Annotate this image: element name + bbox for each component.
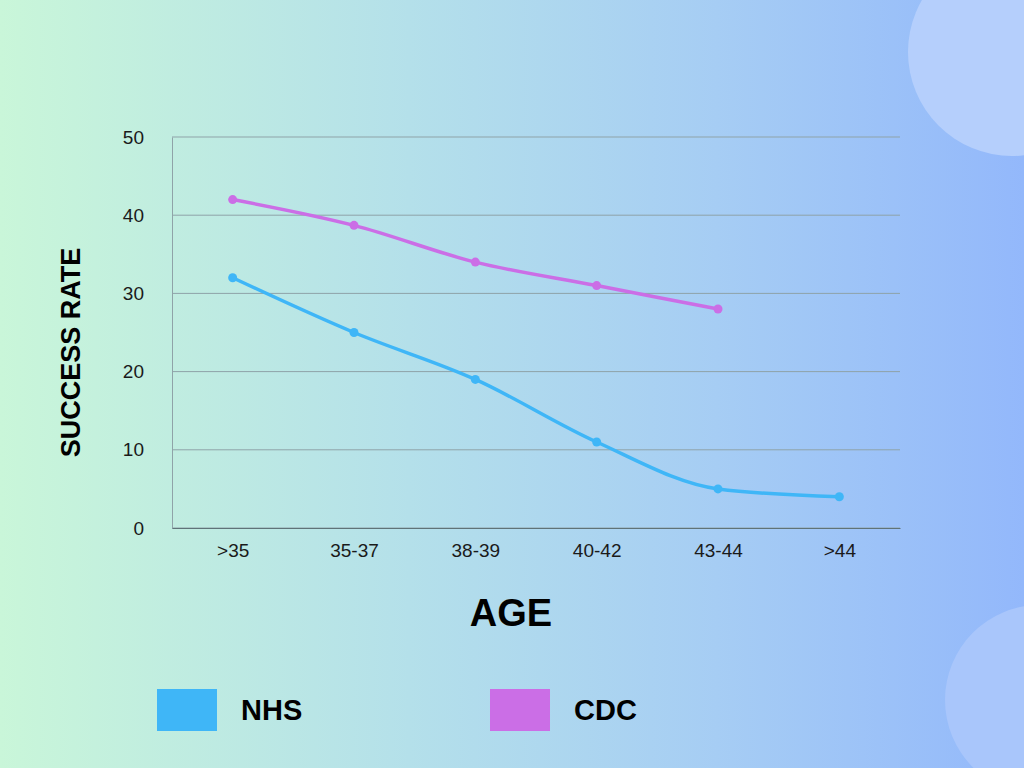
series-marker bbox=[592, 437, 601, 446]
y-tick-label: 0 bbox=[133, 518, 144, 539]
x-tick: >44 bbox=[824, 528, 857, 561]
x-axis-line bbox=[173, 528, 901, 529]
y-tick-label: 30 bbox=[123, 283, 144, 304]
x-tick: 38-39 bbox=[452, 528, 501, 561]
y-tick-label: 10 bbox=[123, 439, 144, 460]
series-marker bbox=[714, 305, 723, 314]
grid-line bbox=[172, 371, 900, 372]
x-tick-label: >44 bbox=[824, 540, 857, 561]
series-marker bbox=[228, 273, 237, 282]
grid-line bbox=[172, 137, 900, 138]
series-marker bbox=[714, 484, 723, 493]
grid-line bbox=[172, 528, 900, 529]
decor-circle bbox=[908, 0, 1024, 156]
x-tick-label: 38-39 bbox=[452, 540, 501, 561]
x-tick: 43-44 bbox=[694, 528, 743, 561]
series-marker bbox=[471, 375, 480, 384]
y-axis-title: SUCCESS RATE bbox=[56, 248, 86, 458]
series-marker bbox=[835, 492, 844, 501]
y-tick: 40 bbox=[123, 205, 172, 226]
series-line bbox=[233, 278, 840, 497]
decor-circle bbox=[945, 605, 1024, 768]
series-marker bbox=[350, 221, 359, 230]
y-tick: 20 bbox=[123, 361, 172, 382]
legend-swatch bbox=[490, 689, 550, 731]
y-axis-line bbox=[172, 138, 173, 529]
grid-line bbox=[172, 215, 900, 216]
legend: NHS CDC bbox=[157, 689, 637, 731]
y-tick-label: 20 bbox=[123, 361, 144, 382]
y-tick-label: 40 bbox=[123, 205, 144, 226]
series-marker bbox=[592, 281, 601, 290]
y-tick: 10 bbox=[123, 439, 172, 460]
x-tick-label: 35-37 bbox=[330, 540, 379, 561]
x-tick-label: >35 bbox=[217, 540, 249, 561]
series-marker bbox=[228, 195, 237, 204]
y-tick-label: 50 bbox=[123, 127, 144, 148]
y-tick: 30 bbox=[123, 283, 172, 304]
plot-area bbox=[228, 195, 844, 501]
x-axis: >35 35-37 38-39 40-42 43-44 >44 bbox=[173, 528, 901, 561]
x-tick-label: 40-42 bbox=[573, 540, 622, 561]
series-marker bbox=[471, 258, 480, 267]
x-tick: >35 bbox=[217, 528, 249, 561]
x-axis-title: AGE bbox=[470, 592, 552, 634]
series-line bbox=[233, 200, 718, 309]
x-tick: 40-42 bbox=[573, 528, 622, 561]
legend-label: CDC bbox=[574, 694, 637, 726]
grid-line bbox=[172, 449, 900, 450]
y-tick: 0 bbox=[133, 518, 172, 539]
x-tick: 35-37 bbox=[330, 528, 379, 561]
grid-line bbox=[172, 293, 900, 294]
y-axis: 0 10 20 30 40 50 bbox=[123, 127, 173, 539]
grid bbox=[172, 137, 900, 528]
legend-label: NHS bbox=[241, 694, 302, 726]
x-tick-label: 43-44 bbox=[694, 540, 743, 561]
chart: 0 10 20 30 40 50 >35 35-37 38-39 40-42 43-44 >44 SUC… bbox=[0, 0, 1024, 768]
series-marker bbox=[350, 328, 359, 337]
legend-swatch bbox=[157, 689, 217, 731]
y-tick: 50 bbox=[123, 127, 172, 148]
